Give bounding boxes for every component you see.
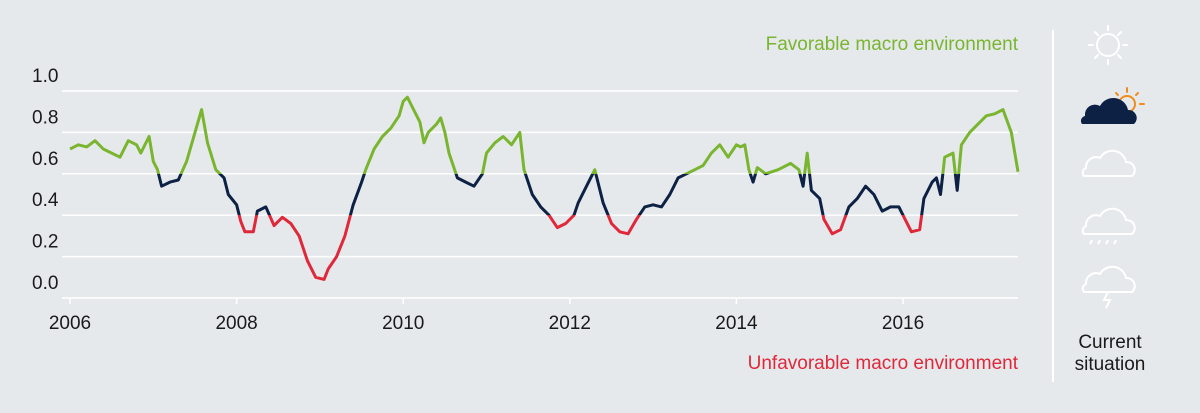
x-tick-label: 2012 — [549, 313, 591, 334]
x-tick-label: 2010 — [382, 313, 424, 334]
weather-icons — [1081, 25, 1136, 309]
y-tick-label: 0.6 — [32, 149, 58, 170]
y-tick-label: 0.8 — [32, 107, 58, 128]
y-tick-label: 0.4 — [32, 190, 59, 211]
current-icon — [1080, 87, 1145, 124]
x-tick-label: 2016 — [882, 313, 924, 334]
y-tick-label: 1.0 — [32, 66, 58, 87]
y-tick-label: 0.0 — [32, 273, 58, 294]
data-line — [69, 95, 1020, 281]
unfavorable-label: Unfavorable macro environment — [748, 353, 1019, 374]
favorable-label: Favorable macro environment — [766, 34, 1019, 55]
x-tick-label: 2006 — [49, 313, 91, 334]
side-caption: situation — [1075, 354, 1146, 375]
side-caption: Current — [1078, 332, 1142, 353]
y-tick-label: 0.2 — [32, 232, 58, 253]
x-tick-label: 2008 — [215, 313, 257, 334]
x-tick-label: 2014 — [715, 313, 758, 334]
